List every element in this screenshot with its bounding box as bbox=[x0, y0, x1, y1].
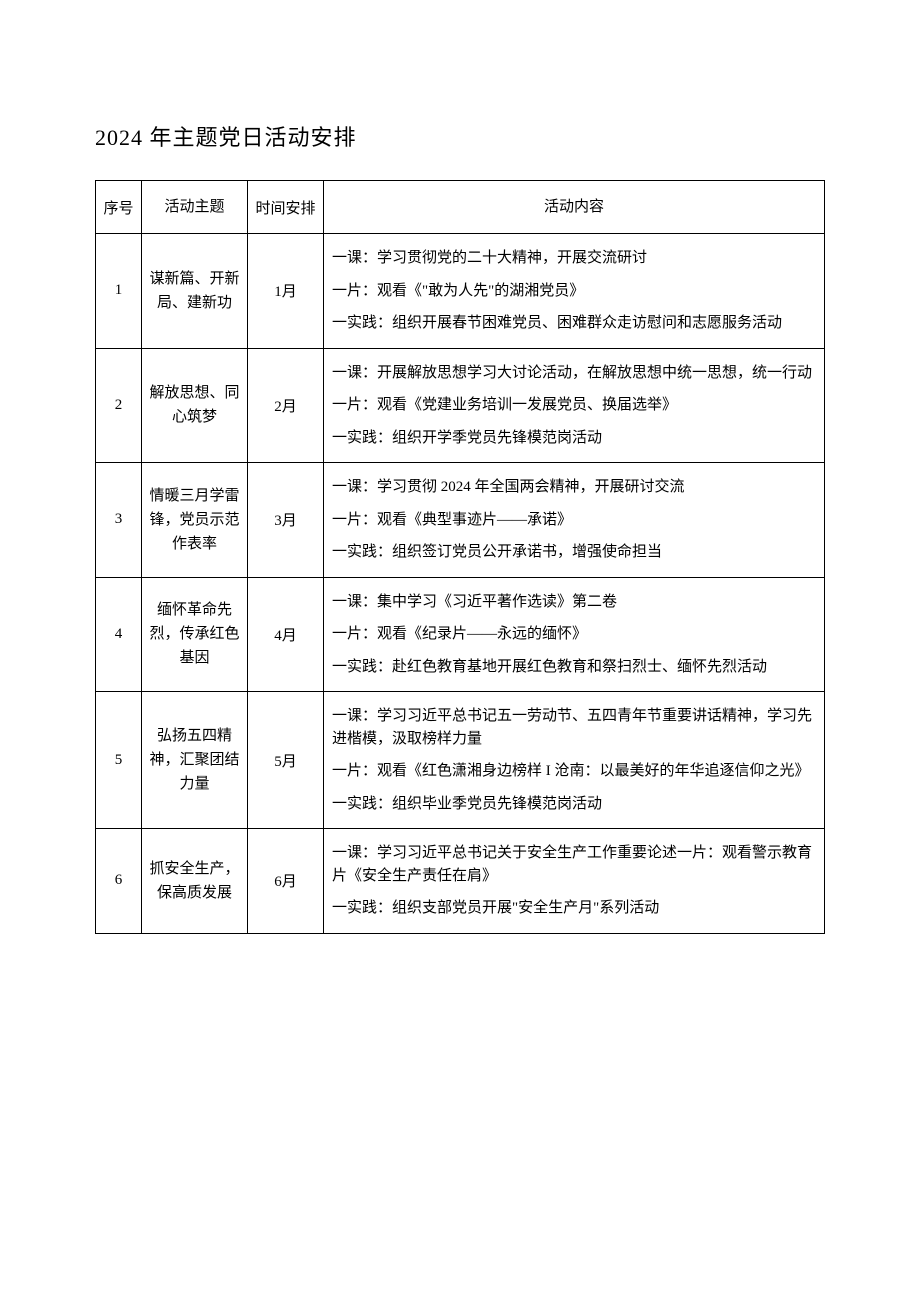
table-row: 4缅怀革命先烈，传承红色基因4月一课：集中学习《习近平著作选读》第二卷一片：观看… bbox=[96, 577, 825, 692]
cell-num: 3 bbox=[96, 463, 142, 578]
content-line: 一片：观看《"敢为人先"的湖湘党员》 bbox=[332, 275, 816, 308]
table-row: 2解放思想、同心筑梦2月一课：开展解放思想学习大讨论活动，在解放思想中统一思想，… bbox=[96, 348, 825, 463]
cell-theme: 情暖三月学雷锋，党员示范作表率 bbox=[142, 463, 248, 578]
page-title: 2024 年主题党日活动安排 bbox=[95, 120, 825, 152]
table-body: 1谋新篇、开新局、建新功1月一课：学习贯彻党的二十大精神，开展交流研讨一片：观看… bbox=[96, 234, 825, 934]
table-header-row: 序号 活动主题 时间安排 活动内容 bbox=[96, 181, 825, 234]
cell-theme: 解放思想、同心筑梦 bbox=[142, 348, 248, 463]
content-line: 一片：观看《纪录片——永远的缅怀》 bbox=[332, 618, 816, 651]
content-line: 一课：学习贯彻 2024 年全国两会精神，开展研讨交流 bbox=[332, 471, 816, 504]
cell-theme: 弘扬五四精神，汇聚团结力量 bbox=[142, 692, 248, 829]
cell-theme: 谋新篇、开新局、建新功 bbox=[142, 234, 248, 349]
header-time: 时间安排 bbox=[248, 181, 324, 234]
content-line: 一课：学习习近平总书记关于安全生产工作重要论述一片：观看警示教育片《安全生产责任… bbox=[332, 837, 816, 892]
content-line: 一课：集中学习《习近平著作选读》第二卷 bbox=[332, 586, 816, 619]
cell-num: 1 bbox=[96, 234, 142, 349]
cell-time: 1月 bbox=[248, 234, 324, 349]
header-content: 活动内容 bbox=[324, 181, 825, 234]
header-theme: 活动主题 bbox=[142, 181, 248, 234]
schedule-table: 序号 活动主题 时间安排 活动内容 1谋新篇、开新局、建新功1月一课：学习贯彻党… bbox=[95, 180, 825, 934]
content-line: 一课：开展解放思想学习大讨论活动，在解放思想中统一思想，统一行动 bbox=[332, 357, 816, 390]
content-line: 一实践：组织支部党员开展"安全生产月"系列活动 bbox=[332, 892, 816, 925]
table-row: 6抓安全生产，保高质发展6月一课：学习习近平总书记关于安全生产工作重要论述一片：… bbox=[96, 829, 825, 934]
cell-time: 3月 bbox=[248, 463, 324, 578]
cell-content: 一课：开展解放思想学习大讨论活动，在解放思想中统一思想，统一行动一片：观看《党建… bbox=[324, 348, 825, 463]
cell-time: 6月 bbox=[248, 829, 324, 934]
cell-content: 一课：学习贯彻 2024 年全国两会精神，开展研讨交流一片：观看《典型事迹片——… bbox=[324, 463, 825, 578]
content-line: 一实践：组织毕业季党员先锋模范岗活动 bbox=[332, 788, 816, 821]
content-line: 一课：学习贯彻党的二十大精神，开展交流研讨 bbox=[332, 242, 816, 275]
content-line: 一实践：组织开展春节困难党员、困难群众走访慰问和志愿服务活动 bbox=[332, 307, 816, 340]
cell-time: 4月 bbox=[248, 577, 324, 692]
cell-time: 2月 bbox=[248, 348, 324, 463]
cell-content: 一课：学习贯彻党的二十大精神，开展交流研讨一片：观看《"敢为人先"的湖湘党员》一… bbox=[324, 234, 825, 349]
cell-time: 5月 bbox=[248, 692, 324, 829]
content-line: 一课：学习习近平总书记五一劳动节、五四青年节重要讲话精神，学习先进楷模，汲取榜样… bbox=[332, 700, 816, 755]
cell-theme: 抓安全生产，保高质发展 bbox=[142, 829, 248, 934]
content-line: 一片：观看《党建业务培训一发展党员、换届选举》 bbox=[332, 389, 816, 422]
cell-num: 2 bbox=[96, 348, 142, 463]
cell-num: 5 bbox=[96, 692, 142, 829]
content-line: 一实践：组织签订党员公开承诺书，增强使命担当 bbox=[332, 536, 816, 569]
table-row: 3情暖三月学雷锋，党员示范作表率3月一课：学习贯彻 2024 年全国两会精神，开… bbox=[96, 463, 825, 578]
cell-num: 4 bbox=[96, 577, 142, 692]
content-line: 一实践：组织开学季党员先锋模范岗活动 bbox=[332, 422, 816, 455]
content-line: 一实践：赴红色教育基地开展红色教育和祭扫烈士、缅怀先烈活动 bbox=[332, 651, 816, 684]
table-row: 1谋新篇、开新局、建新功1月一课：学习贯彻党的二十大精神，开展交流研讨一片：观看… bbox=[96, 234, 825, 349]
content-line: 一片：观看《红色潇湘身边榜样 I 沧南：以最美好的年华追逐信仰之光》 bbox=[332, 755, 816, 788]
header-num: 序号 bbox=[96, 181, 142, 234]
content-line: 一片：观看《典型事迹片——承诺》 bbox=[332, 504, 816, 537]
cell-content: 一课：学习习近平总书记关于安全生产工作重要论述一片：观看警示教育片《安全生产责任… bbox=[324, 829, 825, 934]
cell-content: 一课：集中学习《习近平著作选读》第二卷一片：观看《纪录片——永远的缅怀》一实践：… bbox=[324, 577, 825, 692]
cell-theme: 缅怀革命先烈，传承红色基因 bbox=[142, 577, 248, 692]
table-row: 5弘扬五四精神，汇聚团结力量5月一课：学习习近平总书记五一劳动节、五四青年节重要… bbox=[96, 692, 825, 829]
cell-content: 一课：学习习近平总书记五一劳动节、五四青年节重要讲话精神，学习先进楷模，汲取榜样… bbox=[324, 692, 825, 829]
cell-num: 6 bbox=[96, 829, 142, 934]
